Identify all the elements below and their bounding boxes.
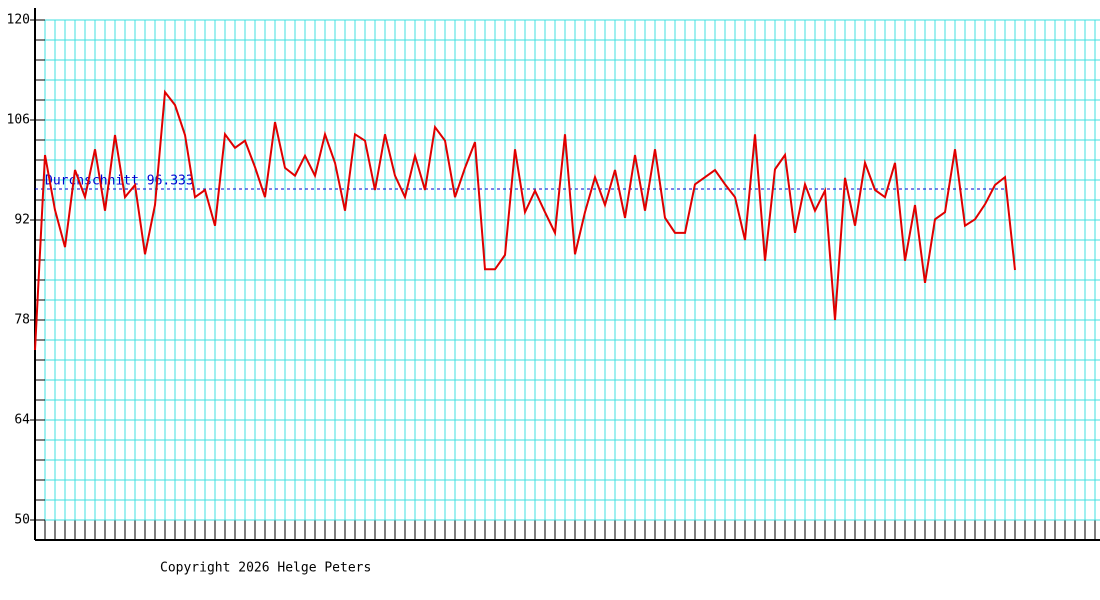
y-tick-label: 92 bbox=[14, 213, 30, 228]
y-tick-label: 64 bbox=[14, 413, 30, 428]
y-tick-label: 78 bbox=[14, 313, 30, 328]
footer: Copyright 2026 Helge Peters bbox=[160, 561, 371, 576]
data-line bbox=[34, 89, 1016, 351]
y-tick-label: 50 bbox=[14, 513, 30, 528]
y-tick-label: 120 bbox=[7, 13, 30, 28]
average-label: Durchschnitt 96.333 bbox=[45, 174, 194, 189]
y-tick-label: 106 bbox=[7, 113, 30, 128]
